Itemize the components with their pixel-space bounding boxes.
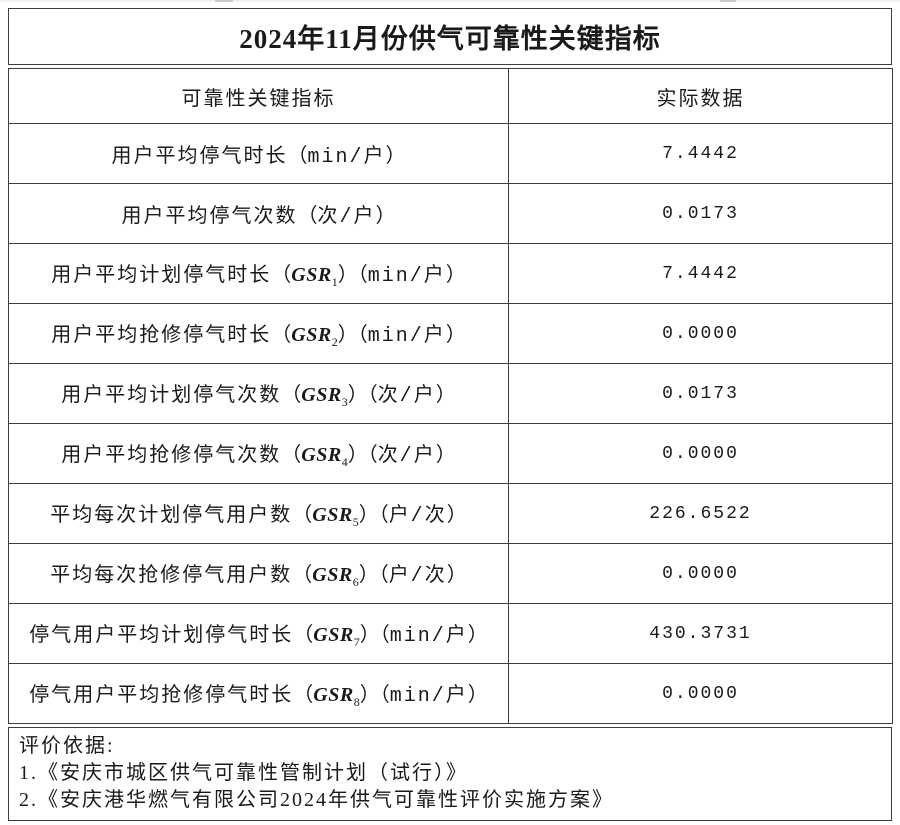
gsr-symbol: GSR [312, 503, 353, 526]
report-title: 2024年11月份供气可靠性关键指标 [239, 24, 661, 54]
indicator-label: 平均每次抢修停气用户数（GSR6）（户/次） [8, 543, 509, 604]
indicator-label: 用户平均停气时长（min/户） [8, 123, 509, 184]
table-row: 平均每次计划停气用户数（GSR5）（户/次） 226.6522 [8, 483, 893, 544]
table-row: 平均每次抢修停气用户数（GSR6）（户/次） 0.0000 [8, 543, 893, 604]
indicator-label: 用户平均停气次数（次/户） [8, 183, 509, 244]
indicator-value: 430.3731 [508, 603, 893, 664]
indicator-table: 可靠性关键指标 实际数据 用户平均停气时长（min/户） 7.4442 用户平均停气… [8, 68, 893, 724]
gsr-subscript: 3 [341, 394, 348, 409]
evaluation-basis-heading: 评价依据: [19, 735, 115, 757]
evaluation-basis-box: 评价依据: 1.《安庆市城区供气可靠性管制计划（试行）》 2.《安庆港华燃气有限… [8, 727, 892, 821]
evaluation-basis-item-2: 2.《安庆港华燃气有限公司2024年供气可靠性评价实施方案》 [19, 789, 614, 811]
evaluation-basis-item-1: 1.《安庆市城区供气可靠性管制计划（试行）》 [19, 762, 468, 784]
artifact-dash [720, 0, 736, 2]
indicator-label: 用户平均抢修停气次数（GSR4）（次/户） [8, 423, 509, 484]
gsr-symbol: GSR [313, 623, 354, 646]
indicator-label: 停气用户平均抢修停气时长（GSR8）（min/户） [8, 663, 509, 724]
indicator-label: 用户平均计划停气次数（GSR3）（次/户） [8, 363, 509, 424]
indicator-label: 用户平均计划停气时长（GSR1）（min/户） [8, 243, 509, 304]
table-row: 用户平均停气时长（min/户） 7.4442 [8, 123, 893, 184]
gsr-symbol: GSR [312, 563, 353, 586]
indicator-value: 0.0000 [508, 543, 893, 604]
gsr-subscript: 1 [331, 274, 338, 289]
table-row: 停气用户平均抢修停气时长（GSR8）（min/户） 0.0000 [8, 663, 893, 724]
column-header-actual-data: 实际数据 [508, 68, 893, 124]
table-row: 用户平均抢修停气时长（GSR2）（min/户） 0.0000 [8, 303, 893, 364]
indicator-value: 0.0173 [508, 363, 893, 424]
indicator-value: 0.0000 [508, 663, 893, 724]
indicator-value: 0.0173 [508, 183, 893, 244]
gsr-subscript: 8 [353, 694, 360, 709]
table-row: 用户平均计划停气时长（GSR1）（min/户） 7.4442 [8, 243, 893, 304]
gsr-symbol: GSR [301, 443, 342, 466]
table-row: 用户平均抢修停气次数（GSR4）（次/户） 0.0000 [8, 423, 893, 484]
indicator-value: 0.0000 [508, 423, 893, 484]
indicator-label: 平均每次计划停气用户数（GSR5）（户/次） [8, 483, 509, 544]
gsr-symbol: GSR [291, 263, 332, 286]
artifact-dash [215, 0, 233, 2]
indicator-label: 停气用户平均计划停气时长（GSR7）（min/户） [8, 603, 509, 664]
indicator-value: 7.4442 [508, 123, 893, 184]
indicator-label: 用户平均抢修停气时长（GSR2）（min/户） [8, 303, 509, 364]
gsr-subscript: 5 [352, 514, 359, 529]
indicator-value: 226.6522 [508, 483, 893, 544]
table-row: 停气用户平均计划停气时长（GSR7）（min/户） 430.3731 [8, 603, 893, 664]
indicator-value: 7.4442 [508, 243, 893, 304]
gsr-subscript: 6 [352, 574, 359, 589]
table-row: 用户平均计划停气次数（GSR3）（次/户） 0.0173 [8, 363, 893, 424]
top-edge-artifact [0, 0, 900, 2]
gsr-symbol: GSR [313, 683, 354, 706]
column-header-indicator: 可靠性关键指标 [8, 68, 509, 124]
table-header-row: 可靠性关键指标 实际数据 [8, 68, 893, 124]
gsr-symbol: GSR [291, 323, 332, 346]
indicator-value: 0.0000 [508, 303, 893, 364]
report-title-box: 2024年11月份供气可靠性关键指标 [8, 8, 892, 65]
table-row: 用户平均停气次数（次/户） 0.0173 [8, 183, 893, 244]
gsr-symbol: GSR [301, 383, 342, 406]
gsr-subscript: 7 [353, 634, 360, 649]
gsr-subscript: 2 [331, 334, 338, 349]
gsr-subscript: 4 [341, 454, 348, 469]
indicator-table-body: 用户平均停气时长（min/户） 7.4442 用户平均停气次数（次/户） 0.0173… [8, 123, 893, 724]
